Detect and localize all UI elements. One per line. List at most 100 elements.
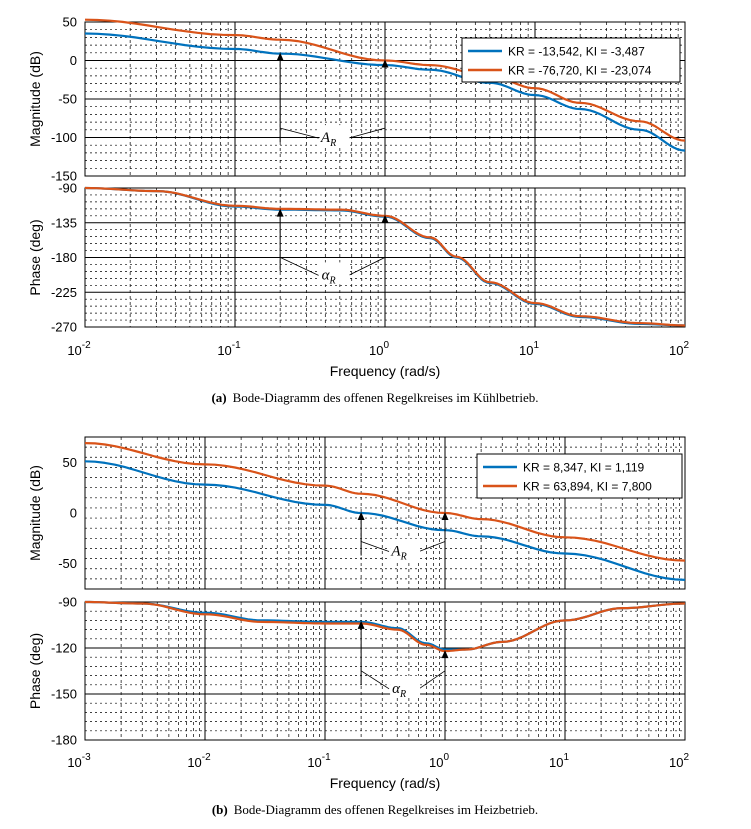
x-tick-exponent: 0 — [383, 340, 389, 351]
annotation-subscript: R — [329, 138, 336, 149]
legend-box — [476, 453, 683, 499]
y-tick-label: -100 — [51, 130, 77, 145]
annotation-arrowhead — [381, 59, 389, 68]
phase-line-2 — [84, 186, 686, 327]
phase-grid — [85, 602, 685, 740]
y-tick-label: 50 — [63, 455, 77, 470]
x-tick-base: 10 — [187, 755, 201, 770]
x-tick-label: 10-1 — [217, 340, 241, 358]
x-axis-label: Frequency (rad/s) — [330, 775, 440, 791]
phase-series — [85, 600, 686, 653]
magnitude-grid — [85, 437, 685, 589]
phase-line-2 — [85, 600, 686, 653]
magnitude-axes-frame — [84, 21, 686, 177]
y-tick-label: -225 — [51, 285, 77, 300]
magnitude-line-2 — [84, 18, 686, 142]
x-tick-base: 10 — [549, 755, 563, 770]
annotation-leader — [279, 257, 319, 276]
magnitude-line-1 — [84, 32, 686, 152]
x-tick-label: 100 — [429, 752, 449, 770]
caption-tag: (b) — [212, 802, 228, 817]
phase-panel: -90 -135 -180 -225 -270 Phase (deg) — [27, 181, 686, 335]
magnitude-series — [84, 18, 686, 152]
x-tick-exponent: -1 — [232, 340, 241, 351]
x-tick-label: 10-2 — [67, 340, 91, 358]
x-tick-exponent: 1 — [533, 340, 539, 351]
annotation-arrowhead — [441, 650, 449, 659]
x-tick-label: 102 — [669, 752, 689, 770]
x-tick-label: 10-2 — [187, 752, 211, 770]
x-axis-label: Frequency (rad/s) — [330, 363, 440, 379]
annotation-leader — [360, 541, 390, 552]
phase-annotation: αR — [357, 620, 449, 700]
legend-entry-1: KR = -13,542, KI = -3,487 — [508, 45, 645, 59]
annotation-symbol: A — [390, 544, 401, 560]
y-tick-label: 0 — [70, 53, 77, 68]
x-tick-label: 10-3 — [67, 752, 91, 770]
x-tick-exponent: 0 — [443, 752, 449, 763]
legend: KR = 8,347, KI = 1,119 KR = 63,894, KI = … — [476, 453, 683, 499]
x-tick-base: 10 — [669, 343, 683, 358]
x-tick-base: 10 — [519, 343, 533, 358]
phase-annotation-label: αR — [392, 681, 406, 700]
x-tick-exponent: -2 — [202, 752, 211, 763]
x-tick-exponent: 2 — [683, 752, 689, 763]
x-tick-label: 10-1 — [307, 752, 331, 770]
x-tick-base: 10 — [669, 755, 683, 770]
phase-annotation-label: αR — [322, 267, 336, 286]
y-tick-label: 0 — [70, 506, 77, 521]
annotation-arrowhead — [357, 620, 365, 629]
magnitude-line-2 — [84, 442, 686, 562]
annotation-arrowhead — [381, 214, 389, 223]
y-tick-label: 50 — [63, 15, 77, 30]
legend-entry-2: KR = 63,894, KI = 7,800 — [523, 480, 652, 494]
y-tick-label: -90 — [58, 595, 77, 610]
annotation-leader — [348, 127, 386, 139]
annotation-leader — [360, 670, 390, 690]
x-tick-label: 101 — [519, 340, 539, 358]
phase-axes-frame — [84, 187, 686, 328]
annotation-symbol: α — [322, 267, 331, 283]
x-tick-exponent: 1 — [563, 752, 569, 763]
x-tick-label: 102 — [669, 340, 689, 358]
magnitude-annotation-label: AR — [390, 544, 406, 563]
annotation-leader — [280, 127, 319, 139]
magnitude-series — [84, 442, 686, 581]
y-tick-label: -135 — [51, 215, 77, 230]
annotation-label-bg — [390, 538, 421, 561]
x-tick-exponent: -2 — [82, 340, 91, 351]
y-tick-label: -270 — [51, 320, 77, 335]
magnitude-line-1 — [84, 460, 686, 581]
y-tick-label: -180 — [51, 733, 77, 748]
annotation-arrowhead — [441, 512, 449, 520]
annotation-subscript: R — [400, 552, 407, 563]
magnitude-annotation-label: AR — [320, 130, 336, 149]
x-tick-exponent: -3 — [82, 752, 91, 763]
annotation-arrowhead — [357, 512, 365, 520]
annotation-leader — [418, 541, 446, 552]
x-tick-label: 100 — [369, 340, 389, 358]
annotation-arrowhead — [276, 52, 284, 61]
x-tick-base: 10 — [307, 755, 321, 770]
annotation-leader — [418, 670, 446, 690]
caption-text: Bode-Diagramm des offenen Regelkreises i… — [233, 390, 539, 405]
y-tick-label: -150 — [51, 169, 77, 184]
figure-caption: (b) Bode-Diagramm des offenen Regelkreise… — [212, 802, 538, 817]
annotation-symbol: α — [392, 681, 401, 697]
y-tick-label: -50 — [58, 556, 77, 571]
y-tick-label: -150 — [51, 687, 77, 702]
annotation-label-bg — [390, 675, 421, 698]
legend-entry-2: KR = -76,720, KI = -23,074 — [508, 64, 652, 78]
x-tick-exponent: 2 — [683, 340, 689, 351]
phase-annotation: αR — [276, 208, 389, 286]
x-tick-base: 10 — [369, 343, 383, 358]
annotation-arrowhead — [276, 208, 284, 217]
x-tick-base: 10 — [429, 755, 443, 770]
legend: KR = -13,542, KI = -3,487 KR = -76,720, K… — [461, 37, 681, 83]
legend-box — [461, 37, 681, 83]
x-tick-base: 10 — [67, 755, 81, 770]
x-tick-label: 101 — [549, 752, 569, 770]
phase-axis-label: Phase (deg) — [27, 219, 43, 295]
x-tick-base: 10 — [217, 343, 231, 358]
